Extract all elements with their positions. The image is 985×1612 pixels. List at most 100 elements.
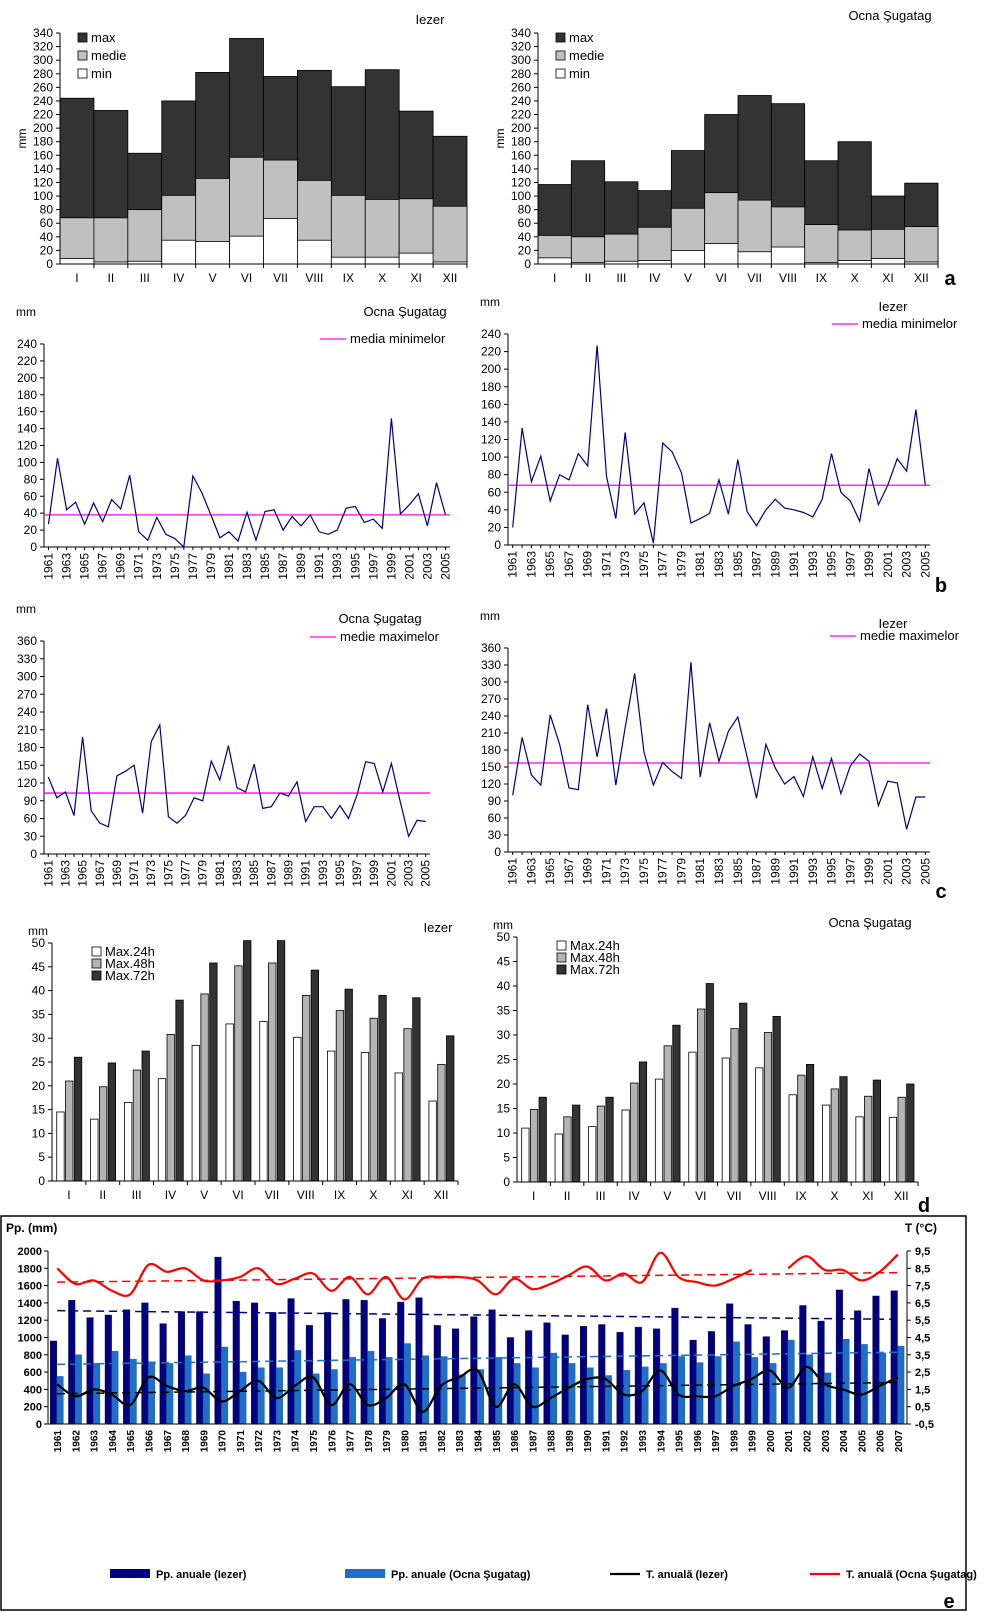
b1-x-tick-label: 1969 — [114, 553, 128, 580]
e-bar-iezer — [781, 1330, 789, 1425]
b2-x-tick-label: 1989 — [768, 551, 782, 578]
panel-letter-b: b — [935, 575, 947, 597]
b1-x-tick-label: 2005 — [438, 553, 452, 580]
a2-bar-min — [870, 258, 906, 265]
c2-x-tick-label: 1967 — [562, 858, 576, 885]
e-x-tick-label: 2006 — [876, 1430, 887, 1453]
d1-bar-Max.24h — [428, 1100, 437, 1182]
a1-ylabel: mm — [15, 129, 29, 149]
a2-x-tick-label: XII — [914, 271, 929, 285]
a2-x-tick-label: VIII — [779, 271, 797, 285]
e-bar-iezer — [305, 1325, 313, 1425]
a1-bar-min — [161, 239, 197, 265]
c1-x-tick-label: 2003 — [402, 860, 416, 887]
b1-y-tick-label: 220 — [17, 354, 37, 368]
d1-bar-Max.48h — [268, 962, 277, 1182]
e-bar-iezer — [104, 1314, 112, 1425]
a1-x-tick-label: III — [140, 271, 150, 285]
b1-y-tick-label: 20 — [24, 523, 38, 537]
c2-x-tick-label: 1989 — [768, 858, 782, 885]
a1-bar-medie — [330, 194, 366, 265]
e-x-tick-label: 1984 — [474, 1430, 485, 1453]
b1-x-tick-label: 1987 — [276, 553, 290, 580]
c2-x-tick-label: 1965 — [543, 858, 557, 885]
e-x-tick-label: 1962 — [71, 1430, 82, 1453]
d1-x-tick-label: VIII — [297, 1188, 315, 1202]
d1-bar-Max.24h — [360, 1052, 370, 1182]
a1-title: Iezer — [416, 12, 446, 27]
d2-x-tick-label: IX — [795, 1189, 806, 1203]
e-y2-tick-label: 8,5 — [915, 1263, 930, 1275]
d2-bar-Max.48h — [730, 1028, 739, 1183]
d2-bar-Max.24h — [654, 1078, 664, 1183]
d2-bar-Max.72h — [638, 1061, 648, 1183]
a1-bar-min — [398, 252, 434, 265]
chart-b1: 0 20 40 60 80 100 120 140 160 180 200 220 240 1961 196… — [16, 304, 452, 580]
b1-y-tick-label: 80 — [24, 472, 38, 486]
e-y2-tick-label: 9,5 — [915, 1246, 930, 1258]
e-bar-iezer — [123, 1309, 131, 1425]
e-bar-ocna — [842, 1339, 850, 1425]
c2-x-tick-label: 1981 — [693, 858, 707, 885]
c2-y-tick-label: 360 — [481, 641, 501, 655]
c2-y-tick-label: 90 — [488, 794, 502, 808]
a2-legend-swatch — [555, 32, 566, 43]
a2-legend-swatch — [555, 50, 566, 61]
e-legend-swatch — [345, 1569, 385, 1578]
d2-title: Ocna Şugatag — [828, 915, 911, 930]
b1-x-tick-label: 1983 — [240, 553, 254, 580]
d2-bar-Max.24h — [588, 1126, 597, 1183]
c1-series-line — [47, 722, 426, 838]
a1-y-tick-label: 280 — [33, 67, 53, 81]
e-x-tick-label: 1980 — [400, 1430, 411, 1453]
c1-x-tick-label: 1995 — [333, 860, 347, 887]
e-x-tick-label: 1983 — [455, 1430, 466, 1453]
b2-x-tick-label: 1991 — [787, 551, 801, 578]
d2-bar-Max.72h — [872, 1079, 881, 1183]
b1-x-tick-label: 1979 — [204, 553, 218, 580]
e-y2-tick-label: 3,5 — [915, 1350, 930, 1362]
e-x-tick-label: 1971 — [236, 1430, 247, 1453]
e-x-tick-label: 1972 — [254, 1430, 265, 1453]
e-x-tick-label: 1997 — [711, 1430, 722, 1453]
d2-y-tick-label: 25 — [497, 1053, 511, 1067]
b1-title: Ocna Şugatag — [363, 304, 446, 319]
e-bar-iezer — [598, 1324, 606, 1425]
a1-x-tick-label: VI — [241, 271, 252, 285]
b1-y-tick-label: 180 — [17, 388, 37, 402]
a1-x-tick-label: VIII — [305, 271, 323, 285]
e-x-tick-label: 2002 — [802, 1430, 813, 1453]
e-bar-iezer — [232, 1300, 240, 1425]
b1-x-tick-label: 1963 — [60, 553, 74, 580]
e-bar-iezer — [561, 1334, 569, 1425]
e-bar-ocna — [623, 1370, 631, 1425]
c2-x-tick-label: 1995 — [825, 858, 839, 885]
d2-bar-Max.48h — [830, 1088, 839, 1183]
d1-y-tick-label: 35 — [32, 1007, 46, 1021]
b1-x-tick-label: 1985 — [258, 553, 272, 580]
b2-y-tick-label: 100 — [481, 450, 501, 464]
b2-y-tick-label: 60 — [488, 485, 502, 499]
c1-x-tick-label: 1997 — [350, 860, 364, 887]
c2-x-tick-label: 1983 — [712, 858, 726, 885]
d1-bar-Max.72h — [446, 1035, 455, 1182]
b2-y-tick-label: 240 — [481, 327, 501, 341]
b1-x-tick-label: 1975 — [168, 553, 182, 580]
a1-x-tick-label: V — [209, 271, 217, 285]
d1-bar-Max.72h — [412, 997, 421, 1182]
a2-bar-min — [537, 257, 572, 265]
b1-x-tick-label: 1973 — [150, 553, 164, 580]
d2-y-tick-label: 30 — [497, 1028, 511, 1042]
panel-letter-a: a — [944, 268, 956, 290]
e-bar-iezer — [707, 1331, 715, 1425]
a1-x-tick-label: XI — [410, 271, 421, 285]
d2-bar-Max.24h — [721, 1057, 730, 1183]
c1-x-tick-label: 1985 — [247, 860, 261, 887]
b2-x-tick-label: 1987 — [750, 551, 764, 578]
a2-y-tick-label: 260 — [511, 80, 531, 94]
e-bar-iezer — [342, 1299, 350, 1425]
d2-legend-label: Max.72h — [570, 962, 620, 977]
d1-title: Iezer — [424, 920, 454, 935]
b2-x-tick-label: 1995 — [825, 551, 839, 578]
e-bar-ocna — [385, 1357, 393, 1425]
